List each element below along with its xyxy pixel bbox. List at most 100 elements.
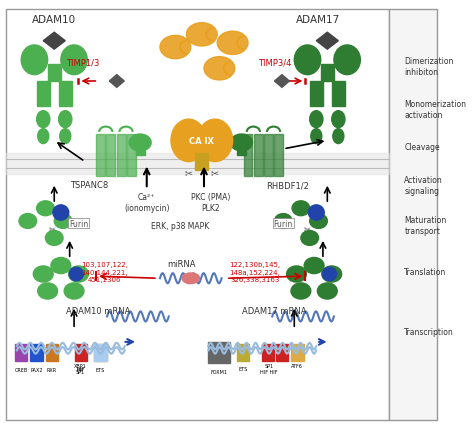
Ellipse shape	[311, 130, 322, 144]
Text: HIF: HIF	[77, 368, 85, 372]
Text: 122,130b,145,
148a,152,224,
326,338,3163: 122,130b,145, 148a,152,224, 326,338,3163	[229, 262, 280, 283]
Text: CREB: CREB	[15, 368, 28, 372]
Text: Maturation
transport: Maturation transport	[404, 216, 447, 236]
Bar	[106, 135, 115, 177]
Bar	[209, 342, 230, 363]
Bar	[15, 344, 27, 361]
Ellipse shape	[21, 46, 47, 75]
Bar	[94, 344, 107, 361]
Ellipse shape	[304, 258, 324, 274]
Bar	[46, 344, 58, 361]
Bar	[274, 135, 283, 177]
Ellipse shape	[287, 266, 306, 282]
Bar	[237, 344, 249, 361]
Ellipse shape	[54, 214, 72, 229]
Polygon shape	[316, 33, 338, 50]
Text: SP1
HIF HIF: SP1 HIF HIF	[260, 363, 277, 374]
Ellipse shape	[60, 130, 71, 144]
Text: ETS: ETS	[238, 367, 247, 371]
Bar	[127, 135, 136, 177]
Ellipse shape	[59, 112, 72, 128]
Text: RXR: RXR	[47, 368, 57, 372]
Text: HIF: HIF	[77, 366, 85, 371]
Ellipse shape	[318, 283, 337, 299]
Text: ADAM10: ADAM10	[32, 15, 76, 26]
Text: 103,107,122,
140,144,221,
451,1306: 103,107,122, 140,144,221, 451,1306	[82, 262, 128, 283]
Ellipse shape	[301, 231, 319, 246]
Bar	[237, 143, 246, 156]
Text: Ca²⁺
(ionomycin): Ca²⁺ (ionomycin)	[124, 193, 170, 212]
Text: ✂: ✂	[48, 225, 55, 233]
Ellipse shape	[69, 266, 88, 282]
Ellipse shape	[36, 112, 50, 128]
Bar	[195, 154, 209, 171]
Bar	[310, 82, 323, 107]
Bar	[332, 82, 345, 107]
Ellipse shape	[332, 112, 345, 128]
Bar	[36, 82, 50, 107]
Bar	[291, 344, 303, 361]
Ellipse shape	[38, 283, 57, 299]
Bar	[6, 154, 389, 175]
Text: Furin: Furin	[273, 219, 293, 228]
Text: ✂: ✂	[211, 168, 219, 178]
Text: FOXM1: FOXM1	[211, 369, 228, 374]
Ellipse shape	[217, 32, 248, 55]
Text: ERK, p38 MAPK: ERK, p38 MAPK	[151, 221, 209, 230]
Circle shape	[322, 268, 337, 281]
Text: Transcription: Transcription	[404, 327, 454, 336]
Ellipse shape	[33, 266, 53, 282]
Polygon shape	[43, 33, 65, 50]
Ellipse shape	[182, 273, 200, 284]
FancyBboxPatch shape	[6, 10, 389, 420]
Ellipse shape	[294, 46, 321, 75]
Ellipse shape	[171, 120, 206, 162]
Circle shape	[53, 205, 69, 221]
Bar	[96, 135, 105, 177]
Bar	[94, 344, 107, 361]
Ellipse shape	[186, 23, 217, 47]
Text: ADAM17: ADAM17	[296, 15, 341, 26]
Bar	[264, 135, 273, 177]
Text: TIMP3/4: TIMP3/4	[258, 58, 291, 67]
Ellipse shape	[274, 214, 292, 229]
Bar	[74, 344, 87, 361]
Text: PAX2: PAX2	[30, 368, 43, 372]
Ellipse shape	[292, 201, 310, 216]
Bar	[262, 344, 274, 361]
Text: Activation
signaling: Activation signaling	[404, 176, 443, 196]
Bar	[244, 135, 253, 177]
Text: Cleavage: Cleavage	[404, 143, 440, 152]
Text: RHBDF1/2: RHBDF1/2	[266, 181, 309, 190]
Text: miRNA: miRNA	[168, 259, 196, 268]
Text: PKC (PMA)
PLK2: PKC (PMA) PLK2	[191, 193, 230, 212]
Ellipse shape	[291, 283, 311, 299]
Ellipse shape	[46, 231, 63, 246]
Text: Monomerization
activation: Monomerization activation	[404, 99, 466, 119]
Ellipse shape	[230, 135, 253, 152]
Text: XBP1
SP1: XBP1 SP1	[74, 363, 87, 374]
Bar	[30, 344, 43, 361]
FancyBboxPatch shape	[389, 10, 438, 420]
Ellipse shape	[197, 120, 233, 162]
Bar	[59, 82, 72, 107]
Ellipse shape	[51, 258, 71, 274]
Bar	[254, 135, 263, 177]
Text: TIMP1/3: TIMP1/3	[66, 58, 100, 67]
Text: TSPANC8: TSPANC8	[70, 181, 109, 190]
Text: ATF6: ATF6	[292, 363, 303, 368]
Circle shape	[309, 205, 324, 221]
Ellipse shape	[64, 283, 84, 299]
Bar	[276, 344, 288, 361]
Text: Dimerization
inhibiton: Dimerization inhibiton	[404, 57, 454, 77]
Text: Furin: Furin	[69, 219, 88, 228]
Text: Translation: Translation	[404, 268, 447, 277]
Text: ✂: ✂	[184, 168, 192, 178]
Ellipse shape	[204, 58, 235, 81]
Circle shape	[69, 268, 83, 281]
Ellipse shape	[61, 46, 87, 75]
Ellipse shape	[129, 135, 151, 152]
Ellipse shape	[36, 201, 54, 216]
Bar	[136, 143, 145, 156]
Ellipse shape	[19, 214, 36, 229]
